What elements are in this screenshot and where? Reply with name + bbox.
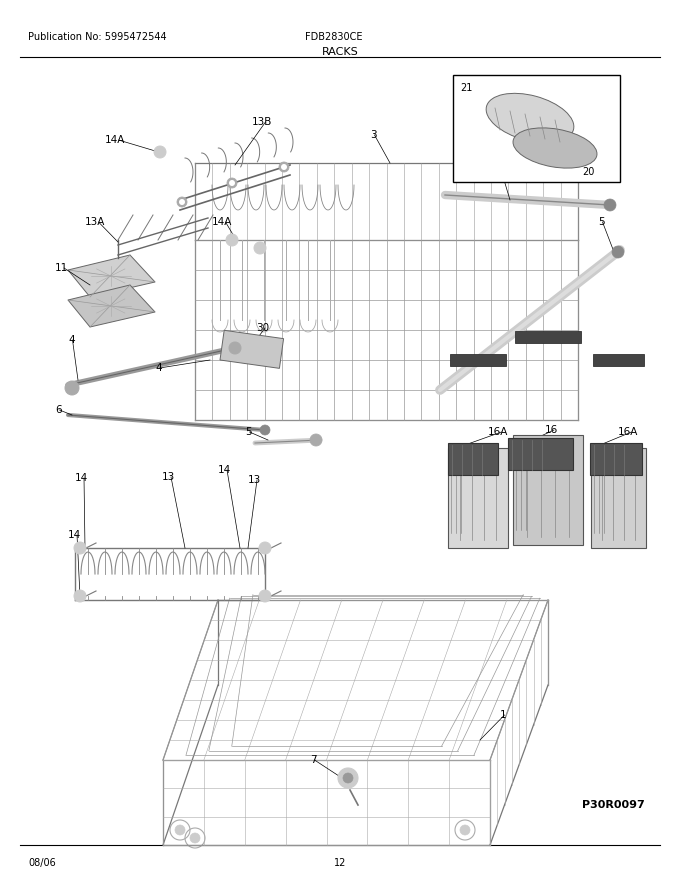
Circle shape [179, 199, 185, 205]
Bar [448, 448, 508, 548]
Ellipse shape [486, 93, 574, 143]
Bar [515, 331, 581, 343]
Text: 11: 11 [55, 263, 68, 273]
Text: 2A: 2A [453, 465, 466, 475]
Text: 14A: 14A [212, 217, 233, 227]
Circle shape [177, 197, 187, 207]
Text: 20: 20 [582, 165, 595, 175]
Text: 30: 30 [256, 323, 269, 333]
Bar [220, 330, 284, 369]
Text: 20: 20 [582, 167, 594, 177]
Circle shape [229, 342, 241, 354]
Ellipse shape [513, 128, 597, 168]
Text: 4: 4 [68, 335, 75, 345]
Circle shape [604, 199, 616, 211]
Text: 4: 4 [155, 363, 162, 373]
Text: 21: 21 [460, 83, 473, 93]
Text: 6: 6 [55, 405, 62, 415]
Circle shape [343, 773, 353, 783]
Circle shape [190, 833, 200, 843]
Text: 16A: 16A [488, 427, 509, 437]
Circle shape [259, 590, 271, 602]
Text: 13A: 13A [85, 217, 105, 227]
Text: 12: 12 [334, 858, 346, 868]
Text: 13: 13 [248, 475, 261, 485]
Circle shape [254, 242, 266, 254]
Text: 13: 13 [162, 472, 175, 482]
Text: 5: 5 [598, 217, 605, 227]
Circle shape [226, 234, 238, 246]
Circle shape [281, 164, 287, 170]
Circle shape [154, 146, 166, 158]
Text: 13B: 13B [252, 117, 273, 127]
Text: 08/06: 08/06 [28, 858, 56, 868]
Bar [508, 438, 573, 470]
Circle shape [74, 542, 86, 554]
Circle shape [338, 768, 358, 788]
Bar [513, 435, 583, 545]
Text: P30R0097: P30R0097 [582, 800, 645, 810]
Bar [593, 354, 644, 366]
Text: 5: 5 [245, 427, 252, 437]
Circle shape [310, 434, 322, 446]
Text: 2: 2 [520, 475, 526, 485]
Text: 6: 6 [490, 143, 496, 153]
Circle shape [260, 425, 270, 435]
Circle shape [259, 542, 271, 554]
Text: 1: 1 [500, 710, 507, 720]
Text: 14: 14 [68, 530, 81, 540]
Text: 16A: 16A [618, 427, 639, 437]
Polygon shape [68, 255, 155, 297]
Polygon shape [68, 285, 155, 327]
Text: 16: 16 [545, 425, 558, 435]
Text: FDB2830CE: FDB2830CE [305, 32, 362, 42]
Text: 7: 7 [310, 755, 317, 765]
Bar [591, 448, 646, 548]
Text: 14A: 14A [105, 135, 125, 145]
Circle shape [460, 825, 470, 835]
Text: 14: 14 [218, 465, 231, 475]
Bar [590, 443, 642, 475]
Circle shape [279, 162, 289, 172]
Text: 3: 3 [370, 130, 377, 140]
Bar [453, 75, 620, 182]
Circle shape [65, 381, 79, 395]
Circle shape [227, 178, 237, 188]
Bar [448, 443, 498, 475]
Circle shape [74, 590, 86, 602]
Text: RACKS: RACKS [322, 47, 358, 57]
Text: 14: 14 [75, 473, 88, 483]
Text: 2A: 2A [618, 485, 632, 495]
Text: 21: 21 [455, 80, 469, 90]
Circle shape [612, 246, 624, 258]
Circle shape [175, 825, 185, 835]
Bar [450, 354, 506, 366]
Circle shape [229, 180, 235, 186]
Text: Publication No: 5995472544: Publication No: 5995472544 [28, 32, 167, 42]
